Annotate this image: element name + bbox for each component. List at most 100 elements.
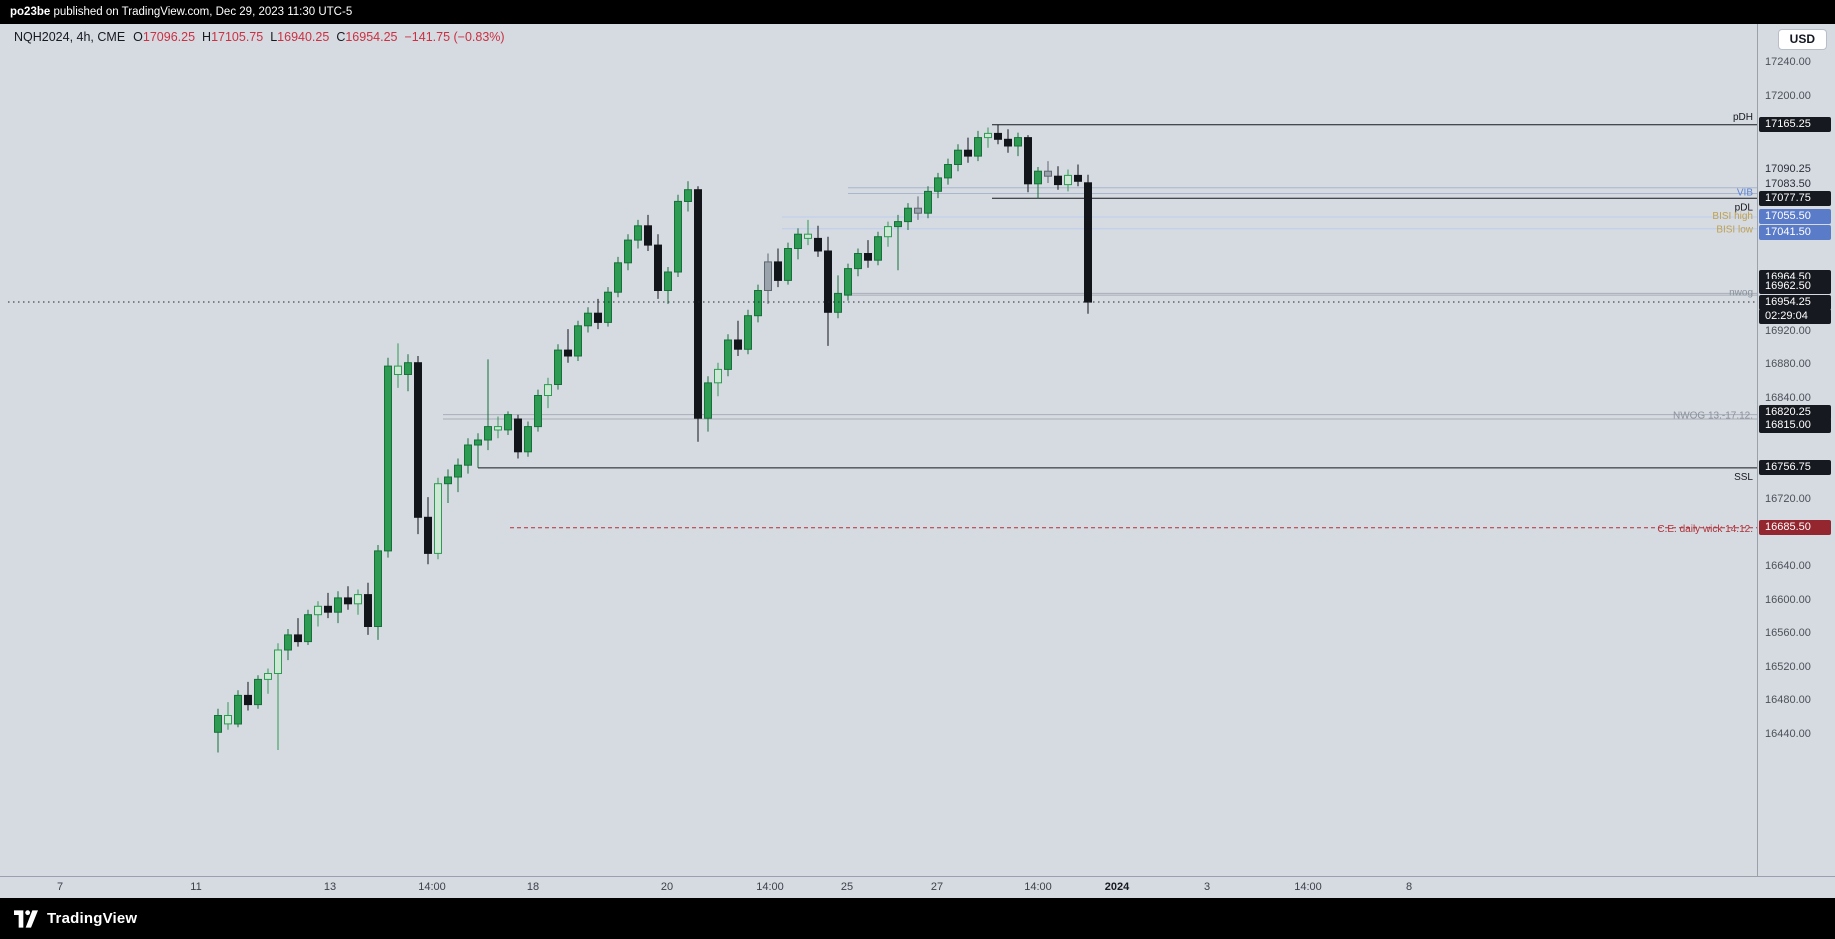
time-label: 20 bbox=[660, 881, 674, 893]
candle-body bbox=[684, 189, 692, 202]
candle-body bbox=[214, 715, 222, 733]
candle-body bbox=[504, 414, 512, 431]
symbol-legend[interactable]: NQH2024, 4h, CME O17096.25 H17105.75 L16940… bbox=[14, 30, 505, 44]
candle-body bbox=[224, 715, 232, 725]
level-label-bisi-high[interactable]: BISI high bbox=[1712, 211, 1753, 222]
price-tick: 16720.00 bbox=[1765, 492, 1811, 505]
candle-body bbox=[514, 418, 522, 453]
candle-body bbox=[534, 395, 542, 428]
candle-body bbox=[554, 349, 562, 386]
time-label: 14:00 bbox=[1024, 881, 1052, 893]
candle-body bbox=[1004, 138, 1012, 147]
time-label: 2024 bbox=[1104, 881, 1130, 893]
time-label: 13 bbox=[323, 881, 337, 893]
time-label: 8 bbox=[1405, 881, 1413, 893]
level-label-pdh[interactable]: pDH bbox=[1733, 112, 1753, 123]
candle-body bbox=[494, 426, 502, 431]
level-label-bisi-low[interactable]: BISI low bbox=[1716, 225, 1753, 236]
price-badge[interactable]: 17041.50 bbox=[1759, 225, 1831, 241]
candle-body bbox=[304, 614, 312, 643]
candle-body bbox=[1064, 174, 1072, 186]
candle-body bbox=[674, 200, 682, 273]
price-tick: 16520.00 bbox=[1765, 660, 1811, 673]
price-tick: 16920.00 bbox=[1765, 324, 1811, 337]
change-value: −141.75 (−0.83%) bbox=[404, 30, 505, 44]
candle-body bbox=[894, 221, 902, 228]
price-badge[interactable]: 16756.75 bbox=[1759, 460, 1831, 476]
candle-body bbox=[964, 149, 972, 157]
price-axis[interactable]: USD 17240.00 17200.00 16920.00 16880.00 1684… bbox=[1757, 24, 1835, 876]
currency-button[interactable]: USD bbox=[1777, 29, 1827, 50]
ohlc-key: C bbox=[336, 30, 346, 44]
candle-body bbox=[944, 164, 952, 179]
price-tick: 16480.00 bbox=[1765, 694, 1811, 707]
candle-body bbox=[324, 605, 332, 613]
candle-body bbox=[344, 597, 352, 605]
candle-body bbox=[814, 237, 822, 252]
symbol-title[interactable]: NQH2024, 4h, CME bbox=[14, 30, 126, 44]
brand-bar: TradingView bbox=[0, 898, 1835, 939]
candle-body bbox=[754, 290, 762, 317]
price-badge[interactable]: 17077.75 bbox=[1759, 190, 1831, 206]
ohlc-key: O bbox=[133, 30, 143, 44]
price-badge[interactable]: 17165.25 bbox=[1759, 117, 1831, 133]
ohlc-key: L bbox=[270, 30, 278, 44]
candle-body bbox=[994, 132, 1002, 140]
price-tick: 16600.00 bbox=[1765, 593, 1811, 606]
price-badge[interactable]: 16954.25 bbox=[1759, 294, 1831, 310]
time-label: 14:00 bbox=[418, 881, 446, 893]
candle-body bbox=[1034, 170, 1042, 185]
candle-body bbox=[444, 476, 452, 485]
price-badge[interactable]: 17055.50 bbox=[1759, 208, 1831, 224]
candle-body bbox=[404, 362, 412, 376]
level-label-ce-daily-wick[interactable]: C.E. daily wick 14.12. bbox=[1657, 524, 1753, 535]
time-label: 14:00 bbox=[1294, 881, 1322, 893]
level-label-ssl[interactable]: SSL bbox=[1734, 472, 1753, 483]
ohlc-value: 16954.25 bbox=[345, 30, 398, 44]
price-tick: 17200.00 bbox=[1765, 89, 1811, 102]
brand-name[interactable]: TradingView bbox=[47, 910, 138, 927]
ohlc-value: 17105.75 bbox=[211, 30, 264, 44]
candle-body bbox=[934, 177, 942, 192]
price-badge[interactable]: 17083.50 bbox=[1765, 178, 1811, 190]
candle-body bbox=[744, 315, 752, 350]
time-label: 27 bbox=[930, 881, 944, 893]
level-label-nwog-week-high[interactable]: NWOG 13.-17.12. bbox=[1673, 411, 1753, 422]
level-label-nwog-high[interactable]: nwog bbox=[1729, 287, 1753, 298]
candle-body bbox=[854, 253, 862, 270]
candle-body bbox=[724, 339, 732, 370]
level-label-vib[interactable]: VIB bbox=[1737, 188, 1753, 199]
candle-body bbox=[544, 384, 552, 397]
candle-body bbox=[734, 339, 742, 350]
countdown-badge[interactable]: 02:29:04 bbox=[1759, 308, 1831, 324]
price-badge[interactable]: 17090.25 bbox=[1765, 163, 1811, 176]
price-badge[interactable]: 16685.50 bbox=[1759, 520, 1831, 536]
candle-body bbox=[1024, 137, 1032, 185]
candle-body bbox=[254, 678, 262, 706]
price-badge[interactable]: 16820.25 bbox=[1759, 405, 1831, 421]
candle-body bbox=[984, 132, 992, 139]
candle-body bbox=[844, 268, 852, 296]
ohlc-value: 17096.25 bbox=[142, 30, 196, 44]
candle-body bbox=[884, 226, 892, 238]
price-tick: 16440.00 bbox=[1765, 728, 1811, 740]
candle-body bbox=[694, 189, 702, 419]
candle-body bbox=[1044, 170, 1052, 177]
candle-body bbox=[434, 483, 442, 554]
candle-body bbox=[474, 439, 482, 446]
publish-text: published on TradingView.com, Dec 29, 20… bbox=[50, 6, 353, 18]
candle-body bbox=[524, 426, 532, 453]
publish-username: po23be bbox=[10, 6, 51, 18]
level-label-pdl[interactable]: pDL bbox=[1735, 202, 1754, 213]
price-badge[interactable]: 16815.00 bbox=[1759, 417, 1831, 433]
candle-body bbox=[624, 239, 632, 264]
candle-body bbox=[1084, 182, 1092, 303]
candle-body bbox=[284, 634, 292, 651]
time-axis[interactable]: 7 11 13 14:00 18 20 14:00 25 27 14:00 2024 3 14:00 8 bbox=[0, 876, 1835, 898]
tradingview-logo-icon[interactable] bbox=[14, 909, 38, 929]
candle-body bbox=[824, 250, 832, 313]
price-tick: 16640.00 bbox=[1765, 560, 1811, 572]
price-badge[interactable]: 16962.50 bbox=[1759, 279, 1831, 295]
candle-body bbox=[454, 464, 462, 478]
